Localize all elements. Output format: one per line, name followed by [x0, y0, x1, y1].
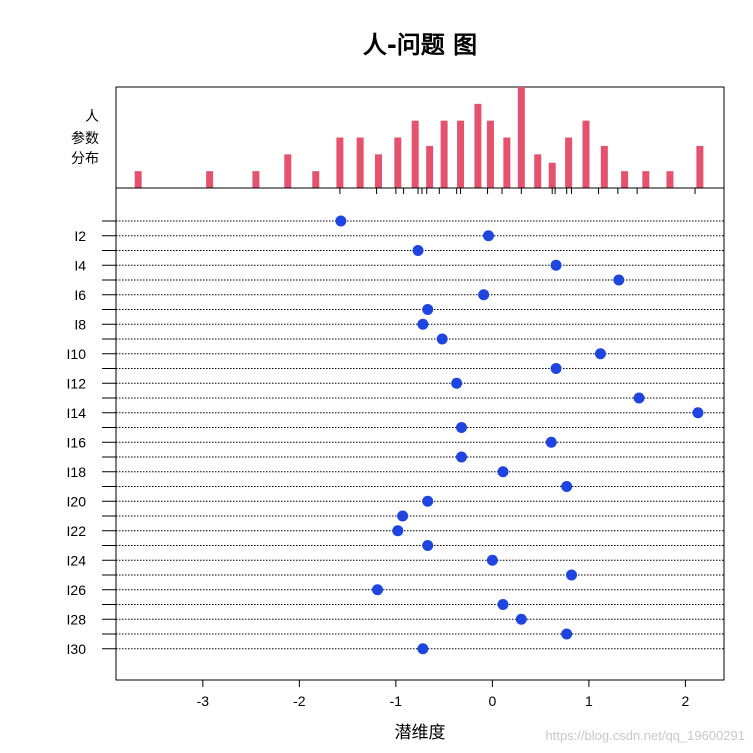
- item-point: [412, 245, 424, 256]
- watermark: https://blog.csdn.net/qq_19600291: [546, 728, 746, 743]
- x-tick-label: -2: [293, 693, 306, 709]
- histogram-bar: [517, 87, 525, 188]
- item-label: I26: [67, 582, 87, 598]
- histogram-bar: [457, 120, 465, 188]
- histogram-bar: [252, 171, 260, 188]
- item-label: I18: [67, 464, 87, 480]
- item-point: [335, 215, 347, 227]
- item-label: I4: [74, 257, 86, 273]
- item-label: I28: [67, 611, 87, 627]
- item-point: [417, 643, 429, 655]
- histogram-bar: [642, 171, 650, 188]
- item-point: [692, 407, 704, 419]
- histogram-bar: [426, 145, 434, 188]
- item-point: [436, 333, 448, 345]
- item-point: [561, 628, 573, 640]
- histogram-bar: [565, 137, 573, 188]
- item-point: [397, 510, 409, 522]
- item-label: I20: [67, 493, 87, 509]
- histogram-bar: [474, 103, 482, 188]
- item-point: [613, 274, 625, 286]
- x-axis-title: 潜维度: [395, 723, 446, 743]
- item-label: I8: [74, 316, 86, 332]
- item-point: [545, 436, 557, 448]
- item-label: I2: [74, 228, 86, 244]
- item-point: [417, 318, 429, 330]
- item-point: [594, 348, 606, 360]
- item-grid-lines: [116, 220, 724, 650]
- item-point: [483, 230, 495, 242]
- histogram-bars: [134, 87, 704, 188]
- item-point: [392, 525, 404, 537]
- item-point: [422, 540, 434, 551]
- histogram-bar: [394, 137, 402, 188]
- histogram-bar: [336, 137, 344, 188]
- item-point: [372, 584, 384, 596]
- histogram-ylabel-line-2: 参数: [71, 130, 99, 147]
- item-point: [455, 451, 467, 463]
- item-point: [566, 569, 578, 581]
- x-tick-label: -1: [390, 693, 403, 709]
- item-label: I22: [67, 523, 87, 539]
- item-point: [550, 363, 562, 374]
- histogram-bar: [356, 137, 364, 188]
- item-point: [486, 554, 498, 566]
- histogram-bar: [440, 120, 448, 188]
- item-point: [422, 304, 434, 315]
- x-tick-label: 0: [488, 693, 496, 709]
- item-point: [550, 259, 562, 271]
- histogram-bar: [621, 171, 629, 188]
- chart-title: 人-问题 图: [363, 31, 477, 59]
- item-point: [451, 377, 463, 389]
- histogram-bar: [696, 145, 704, 188]
- item-label: I30: [67, 641, 87, 657]
- item-points: [335, 215, 704, 655]
- histogram-bar: [666, 171, 674, 188]
- item-labels: I2 I4 I6 I8 I10 I12 I14 I16 I18 I20 I22 I24 I26 I28 I3…: [67, 228, 87, 657]
- histogram-ylabel-line-3: 分布: [71, 151, 99, 167]
- histogram-bar: [206, 171, 214, 188]
- item-label: I6: [74, 287, 86, 303]
- item-tick-marks: [102, 220, 116, 650]
- histogram-bar: [284, 154, 292, 188]
- threshold-ticks: [339, 188, 696, 194]
- histogram-bar: [582, 120, 590, 188]
- item-point: [633, 392, 645, 404]
- plot-frame: [115, 187, 725, 681]
- item-label: I24: [67, 552, 87, 568]
- histogram-bar: [548, 162, 556, 188]
- histogram-bar: [503, 137, 511, 188]
- histogram-bar: [312, 171, 320, 188]
- item-point: [497, 599, 509, 610]
- x-tick-label: 2: [681, 693, 689, 709]
- item-point: [455, 422, 467, 433]
- histogram-bar: [134, 171, 142, 188]
- x-axis: -3 -2 -1 0 1 2: [197, 680, 689, 709]
- x-tick-label: 1: [585, 693, 593, 709]
- item-point: [515, 613, 527, 625]
- item-point: [422, 495, 434, 507]
- item-point: [561, 481, 573, 492]
- histogram-bar: [375, 154, 383, 188]
- x-tick-label: -3: [197, 693, 210, 709]
- item-point: [478, 289, 490, 301]
- histogram-ylabel-line-1: 人: [85, 109, 99, 125]
- histogram-bar: [534, 154, 542, 188]
- histogram-bar: [600, 145, 608, 188]
- item-label: I16: [67, 434, 87, 450]
- histogram-bar: [411, 120, 419, 188]
- histogram-bar: [486, 120, 494, 188]
- item-label: I14: [67, 405, 87, 421]
- item-label: I12: [67, 375, 87, 391]
- item-label: I10: [67, 346, 87, 362]
- histogram-ylabel: 人 参数 分布: [71, 109, 99, 167]
- item-point: [497, 466, 509, 478]
